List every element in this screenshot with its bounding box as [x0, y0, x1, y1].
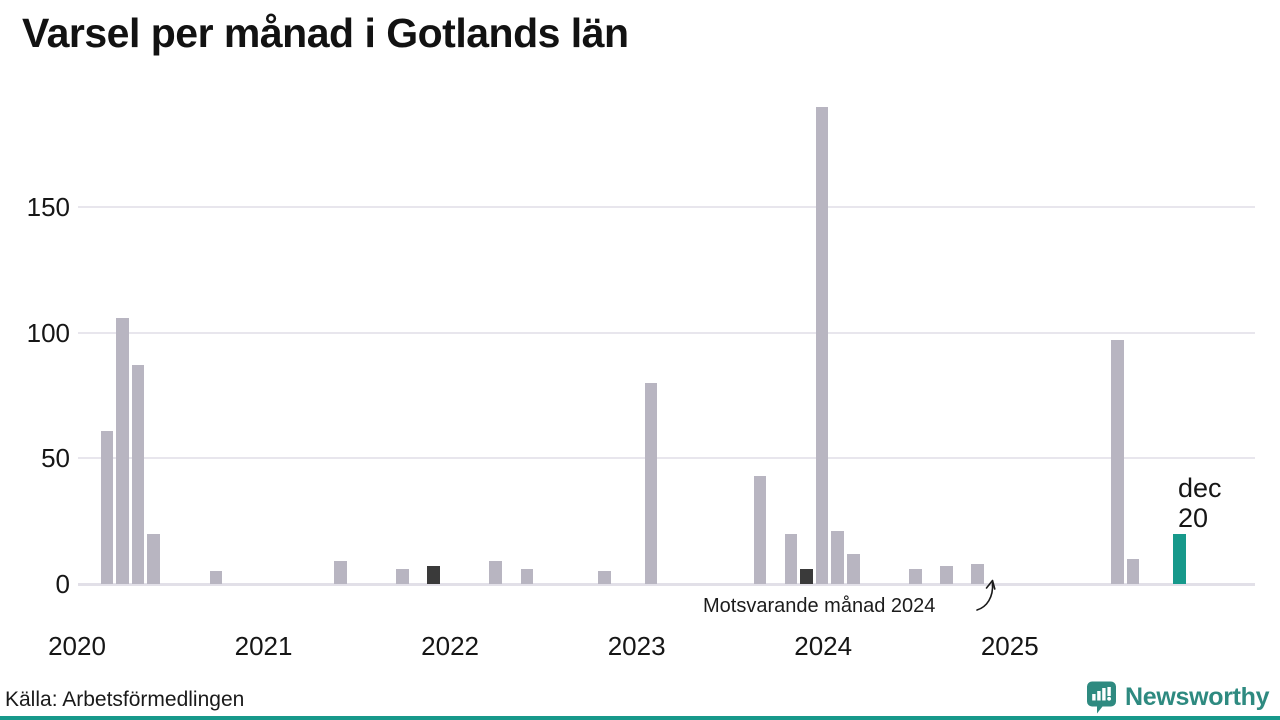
newsworthy-wordmark: Newsworthy: [1125, 683, 1270, 711]
gridline-150: [78, 206, 1255, 209]
y-tick-label-100: 100: [26, 317, 70, 348]
bar-2022-04: [489, 561, 503, 584]
bar-2023-11: [784, 533, 798, 584]
current-bar-label-month: dec: [1178, 473, 1222, 503]
current-bar-label-value: 20: [1178, 503, 1209, 533]
x-tick-label-2023: 2023: [607, 631, 666, 661]
bar-2020-03: [100, 430, 114, 584]
bar-2024-09: [940, 566, 953, 584]
bar-2024-02: [831, 531, 845, 584]
bar-2022-06: [520, 568, 534, 584]
bar-2023-12: [800, 568, 813, 584]
gridline-0: [78, 582, 1255, 586]
bar-2022-11: [598, 571, 611, 584]
page-title: Varsel per månad i Gotlands län: [22, 10, 629, 56]
bar-2020-10: [209, 571, 223, 584]
x-tick-label-2021: 2021: [234, 631, 293, 661]
gridline-100: [78, 331, 1255, 334]
bar-2024-03: [846, 553, 860, 584]
y-tick-label-0: 0: [55, 569, 70, 599]
bar-2025-08: [1111, 340, 1124, 584]
curved-up-arrow-icon: [976, 579, 996, 611]
bottom-accent-bar: [0, 716, 1280, 720]
bar-2025-09: [1126, 558, 1140, 584]
x-tick-label-2022: 2022: [421, 631, 480, 661]
bar-2025-12: [1173, 533, 1187, 584]
gridline-50: [78, 457, 1255, 460]
x-tick-label-2024: 2024: [794, 631, 853, 661]
bar-2024-07: [909, 568, 922, 584]
newsworthy-logo: Newsworthy: [1086, 681, 1270, 714]
bar-2024-01: [815, 106, 829, 584]
speech-bubble-chart-icon: [1087, 681, 1116, 714]
y-tick-label-50: 50: [41, 443, 70, 474]
bar-2024-11: [971, 563, 984, 584]
bar-2023-02: [644, 383, 658, 584]
bar-2021-10: [396, 568, 409, 584]
bar-2021-06: [333, 561, 347, 584]
bar-2020-04: [116, 317, 129, 584]
bar-2020-06: [147, 533, 161, 584]
x-tick-label-2020: 2020: [48, 631, 106, 661]
x-tick-label-2025: 2025: [980, 631, 1039, 661]
annotation-label: Motsvarande månad 2024: [703, 595, 936, 617]
source-label: Källa: Arbetsförmedlingen: [5, 688, 245, 711]
bar-2021-12: [427, 566, 440, 584]
y-tick-label-150: 150: [26, 192, 70, 223]
bar-2023-09: [753, 475, 767, 584]
current-bar-label: dec 20: [1178, 473, 1222, 533]
bar-2020-05: [131, 365, 145, 584]
